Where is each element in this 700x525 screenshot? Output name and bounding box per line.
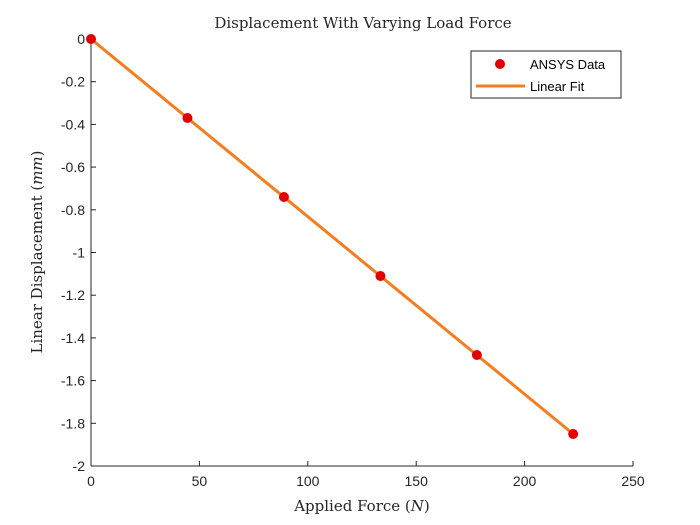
- series-layer: [86, 34, 579, 439]
- y-axis: 0 -0.2 -0.4 -0.6 -0.8 -1 -1.2 -1.4 -1.6 -1.8 -2: [61, 31, 96, 474]
- x-axis: 0 50 100 150 200 250: [87, 461, 645, 489]
- y-tick-label: -1.2: [61, 287, 85, 303]
- x-tick-label: 0: [87, 473, 95, 489]
- y-tick-label: -0.2: [61, 74, 85, 90]
- y-tick-label: -1: [73, 245, 86, 261]
- x-tick-label: 100: [296, 473, 320, 489]
- legend-label-linear-fit: Linear Fit: [530, 79, 585, 94]
- data-point: [182, 112, 193, 123]
- data-point: [568, 428, 579, 439]
- x-tick-label: 50: [192, 473, 208, 489]
- data-point: [375, 270, 386, 281]
- legend-marker-ansys-data: [495, 59, 505, 69]
- y-tick-label: -1.4: [61, 330, 85, 346]
- chart-title: Displacement With Varying Load Force: [214, 14, 511, 32]
- x-axis-label: Applied Force (N): [293, 497, 430, 515]
- y-tick-label: -0.6: [61, 159, 85, 175]
- x-tick-label: 150: [405, 473, 429, 489]
- legend: ANSYS Data Linear Fit: [470, 50, 622, 99]
- data-point: [278, 191, 289, 202]
- y-tick-label: -0.8: [61, 202, 85, 218]
- y-axis-label: Linear Displacement (mm): [28, 150, 46, 353]
- y-tick-label: -1.8: [61, 415, 85, 431]
- series-line-linear-fit: [90, 37, 575, 436]
- y-tick-label: -1.6: [61, 373, 85, 389]
- legend-box: [470, 50, 622, 99]
- data-point: [86, 34, 96, 44]
- y-tick-label: 0: [77, 31, 85, 47]
- y-tick-label: -2: [73, 458, 86, 474]
- legend-label-ansys-data: ANSYS Data: [530, 57, 606, 72]
- x-tick-label: 200: [513, 473, 537, 489]
- plot-area: [90, 39, 633, 467]
- x-tick-label: 250: [621, 473, 645, 489]
- data-point: [471, 349, 482, 360]
- y-tick-label: -0.4: [61, 116, 85, 132]
